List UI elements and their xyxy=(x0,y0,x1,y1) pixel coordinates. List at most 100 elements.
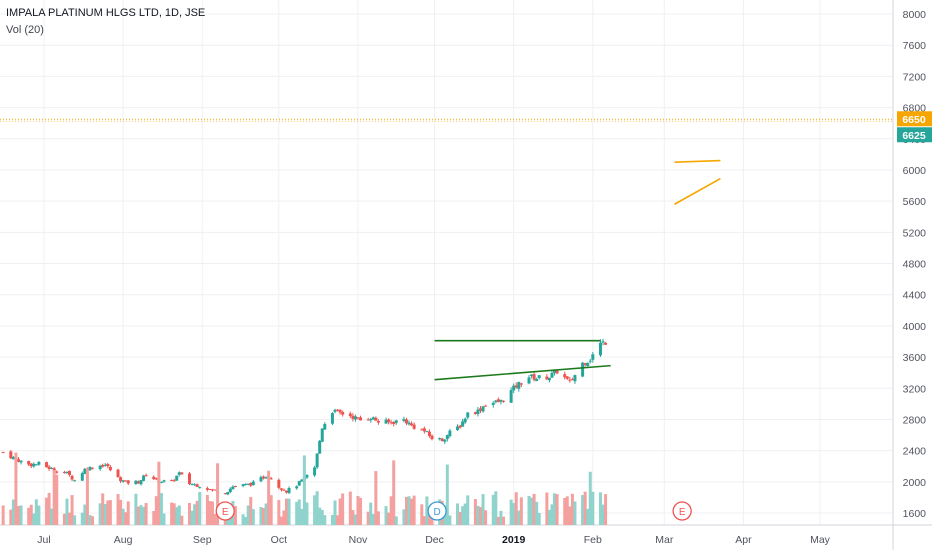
volume-bar xyxy=(62,513,66,525)
candle-body xyxy=(159,482,163,484)
volume-bar xyxy=(121,508,125,525)
candle-body xyxy=(262,476,266,479)
candle-body xyxy=(387,419,391,422)
candle-body xyxy=(152,476,156,480)
candle-body xyxy=(527,377,531,384)
candle-body xyxy=(456,426,460,431)
volume-bar xyxy=(330,514,334,525)
candle-body xyxy=(410,423,414,426)
candle-body xyxy=(586,362,590,367)
volume-bar xyxy=(547,509,551,525)
volume-bar xyxy=(136,506,140,525)
candle-body xyxy=(45,462,49,468)
candle-body xyxy=(591,354,595,360)
candle-body xyxy=(491,402,495,405)
candle-body xyxy=(512,385,516,391)
volume-bar xyxy=(371,513,375,525)
event-marker-label: D xyxy=(433,507,440,518)
x-tick-label: Oct xyxy=(271,534,287,546)
volume-bar xyxy=(369,502,373,525)
candle-body xyxy=(83,468,87,474)
candle-body xyxy=(162,480,166,482)
volume-bar xyxy=(537,512,541,525)
volume-bar xyxy=(11,499,15,525)
candle-body xyxy=(1,452,5,454)
candle-body xyxy=(91,467,94,469)
volume-bar xyxy=(29,504,33,525)
volume-bar xyxy=(583,491,587,525)
volume-bar xyxy=(456,503,460,525)
candle-body xyxy=(565,376,569,379)
candle-body xyxy=(88,466,92,471)
candle-body xyxy=(19,460,23,463)
candle-body xyxy=(501,400,505,402)
volume-bar xyxy=(198,492,202,525)
candle-body xyxy=(402,419,406,421)
volume-bar xyxy=(205,494,209,525)
candle-body xyxy=(494,400,498,403)
candle-body xyxy=(466,412,470,418)
volume-bar xyxy=(101,493,105,525)
candle-body xyxy=(341,412,345,415)
volume-bar xyxy=(353,514,357,525)
volume-bar xyxy=(420,504,424,525)
volume-bar xyxy=(376,511,380,525)
volume-bar xyxy=(535,501,539,525)
candle-body xyxy=(473,412,477,415)
volume-bar xyxy=(581,495,585,525)
volume-bar xyxy=(519,497,523,525)
x-tick-label: Feb xyxy=(584,534,602,546)
y-tick-label: 8000 xyxy=(903,9,927,21)
volume-bar xyxy=(494,491,498,525)
candle-body xyxy=(144,475,148,477)
volume-bar xyxy=(159,493,163,525)
volume-bar xyxy=(481,494,485,525)
volume-bar xyxy=(461,506,465,525)
candle-body xyxy=(438,438,442,440)
candle-body xyxy=(458,425,462,428)
candle-body xyxy=(198,487,202,489)
volume-bar xyxy=(282,510,286,525)
volume-bar xyxy=(103,504,107,525)
volume-bar xyxy=(47,492,51,525)
channel-bottom-line xyxy=(434,364,611,381)
volume-bar xyxy=(318,507,322,525)
volume-bar xyxy=(83,504,87,525)
price-label-upper: 6650 xyxy=(902,114,926,126)
candle-body xyxy=(101,465,105,467)
candle-body xyxy=(351,415,355,419)
volume-bar xyxy=(555,494,559,525)
volume-bar xyxy=(348,491,352,525)
candle-body xyxy=(279,488,283,490)
candle-body xyxy=(315,453,319,468)
candle-body xyxy=(9,451,13,459)
volume-bar xyxy=(172,503,176,525)
volume-bar xyxy=(320,509,324,525)
candle-body xyxy=(73,480,77,482)
volume-bar xyxy=(407,496,411,525)
volume-bar xyxy=(246,505,250,525)
volume-bar xyxy=(517,510,521,525)
volume-bar xyxy=(530,497,534,525)
candle-body xyxy=(369,419,373,421)
price-label-lower-bg xyxy=(897,127,932,143)
volume-bar xyxy=(45,497,49,525)
candle-body xyxy=(550,372,554,378)
volume-bar xyxy=(445,464,449,525)
candle-body xyxy=(359,417,363,421)
volume-label: Vol (20) xyxy=(6,24,44,36)
candle-body xyxy=(50,468,54,470)
candle-body xyxy=(313,467,317,476)
candle-body xyxy=(420,429,424,431)
volume-bar xyxy=(70,495,74,525)
candle-body xyxy=(563,374,567,378)
candle-body xyxy=(581,362,585,377)
candle-body xyxy=(172,480,176,482)
volume-bar xyxy=(356,495,360,525)
volume-bar xyxy=(565,496,569,525)
volume-bar xyxy=(509,499,513,525)
volume-bar xyxy=(134,493,138,525)
volume-bar xyxy=(427,514,431,525)
